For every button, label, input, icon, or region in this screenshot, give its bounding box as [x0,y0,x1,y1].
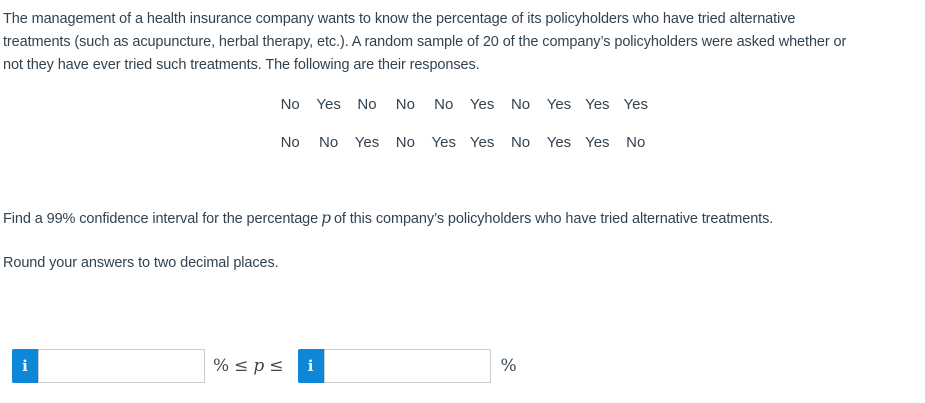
question-after: of this company’s policyholders who have… [333,211,774,227]
response-cell: Yes [585,96,610,113]
interval-expression: % ≤ p ≤ [213,356,289,376]
lower-bound-input[interactable] [38,349,205,383]
response-cell: Yes [585,134,610,151]
response-cell: No [280,134,300,151]
response-cell: No [357,96,377,113]
responses-table: No Yes No No No Yes No Yes Yes Yes No No… [271,94,655,154]
responses-row-1: No Yes No No No Yes No Yes Yes Yes [271,94,655,116]
upper-bound-group: i [297,349,491,383]
problem-statement-line: not they have ever tried such treatments… [3,57,480,73]
answer-area: i % ≤ p ≤ i % [3,349,923,383]
percent-sign: % [213,356,230,376]
response-cell: No [434,96,454,113]
info-icon: i [22,357,28,375]
info-icon: i [307,357,314,375]
response-cell: Yes [623,96,648,113]
response-cell: Yes [354,134,380,151]
response-cell: Yes [431,134,456,151]
lower-bound-group: i [12,349,205,383]
info-button-lower[interactable]: i [12,349,38,383]
question-text: Find a 99% confidence interval for the p… [3,207,923,231]
leq-symbol: ≤ [269,356,284,376]
p-math-symbol: p [253,356,265,376]
response-cell: Yes [469,134,495,151]
upper-bound-input[interactable] [323,349,491,383]
response-cell: No [510,96,531,113]
response-cell: No [510,134,531,151]
response-cell: No [395,96,415,113]
response-cell: No [280,96,300,113]
question-before: Find a 99% confidence interval for the p… [3,211,319,227]
response-cell: Yes [546,96,572,113]
problem-statement: The management of a health insurance com… [3,8,923,77]
percent-sign-suffix: % [500,356,517,376]
response-cell: Yes [546,134,572,151]
response-cell: No [395,134,415,151]
responses-row-2: No No Yes No Yes Yes No Yes Yes No [271,132,655,154]
response-cell: Yes [469,96,495,113]
p-math-symbol: p [321,209,331,227]
response-cell: Yes [316,96,341,113]
rounding-instruction: Round your answers to two decimal places… [3,255,279,271]
problem-statement-line: The management of a health insurance com… [3,11,796,27]
info-button-upper[interactable]: i [297,349,324,383]
leq-symbol: ≤ [234,356,249,376]
response-cell: No [626,134,646,151]
response-cell: No [318,134,339,151]
problem-statement-line: treatments (such as acupuncture, herbal … [3,34,847,50]
